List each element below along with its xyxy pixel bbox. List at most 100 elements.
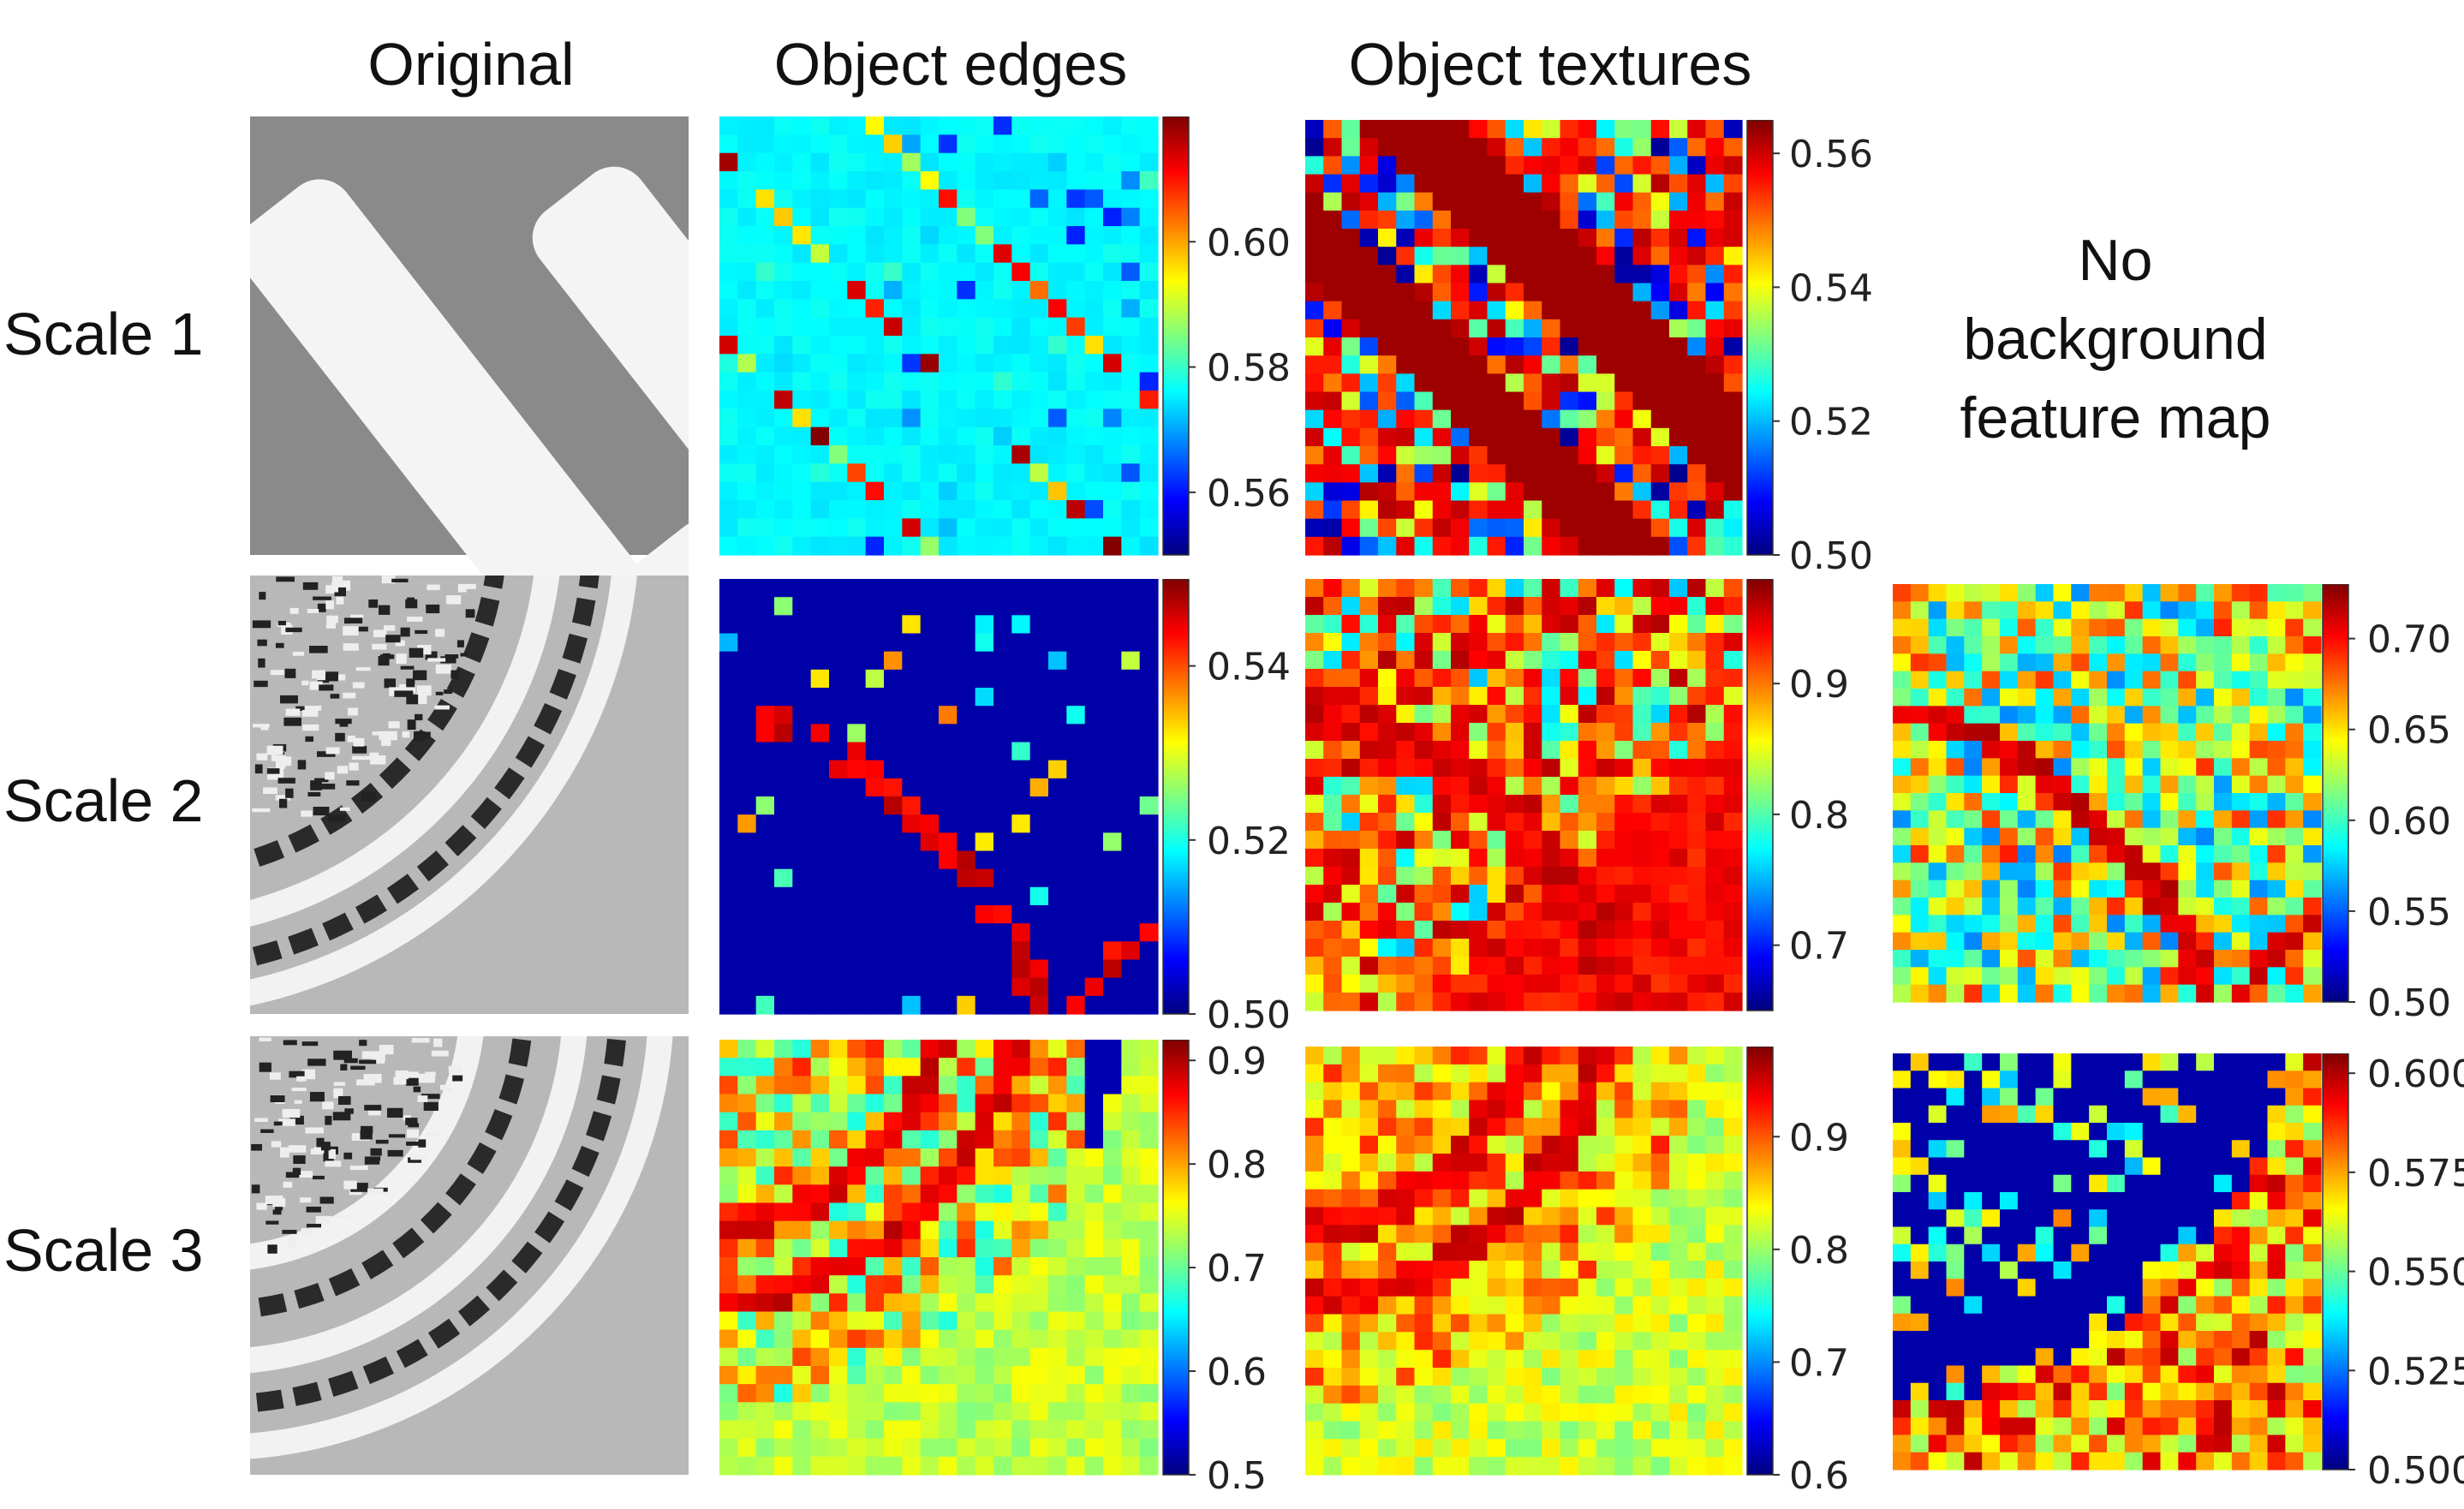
heatmap-cell: [811, 1275, 830, 1294]
heatmap-cell: [1103, 500, 1122, 519]
heatmap-cell: [975, 814, 994, 833]
heatmap-cell: [1469, 229, 1488, 248]
heatmap-cell: [866, 579, 885, 598]
heatmap-cell: [792, 634, 811, 653]
heatmap-cell: [1030, 978, 1049, 997]
heatmap-cell: [1651, 519, 1670, 538]
heatmap-cell: [774, 463, 793, 482]
heatmap-cell: [1342, 1225, 1361, 1243]
heatmap-cell: [2232, 724, 2250, 742]
heatmap-cell: [1560, 1386, 1579, 1404]
heatmap-cell: [1687, 615, 1706, 634]
heatmap-cell: [1121, 263, 1140, 282]
heatmap-cell: [1342, 156, 1361, 175]
heatmap-cell: [939, 724, 958, 743]
heatmap-cell: [1342, 175, 1361, 194]
heatmap-cell: [1415, 392, 1434, 411]
heatmap-cell: [1488, 337, 1506, 356]
heatmap-cell: [792, 724, 811, 743]
heatmap-cell: [2125, 845, 2143, 863]
heatmap-cell: [1378, 1225, 1397, 1243]
heatmap-cell: [1687, 885, 1706, 904]
heatmap-cell: [774, 226, 793, 245]
heatmap-cell: [1911, 671, 1929, 689]
heatmap-cell: [1103, 724, 1122, 743]
no-background-note: No background feature map: [1871, 221, 2360, 457]
heatmap-cell: [1651, 120, 1670, 139]
heatmap-cell: [1121, 1148, 1140, 1167]
heatmap-cell: [1651, 156, 1670, 175]
heatmap-cell: [792, 960, 811, 979]
heatmap-cell: [1030, 537, 1049, 556]
heatmap-cell: [884, 1439, 903, 1458]
heatmap-cell: [1433, 138, 1452, 157]
heatmap-cell: [921, 1348, 940, 1367]
heatmap-cell: [1305, 373, 1324, 392]
heatmap-cell: [1669, 1118, 1688, 1136]
heatmap-cell: [1560, 1083, 1579, 1100]
heatmap-cell: [2089, 724, 2107, 742]
heatmap-cell: [1323, 1047, 1342, 1065]
heatmap-cell: [2000, 1331, 2018, 1349]
heatmap-cell: [975, 500, 994, 519]
colorbar: [1747, 579, 1773, 1011]
heatmap-cell: [2125, 1314, 2143, 1332]
heatmap-cell: [1964, 1435, 1982, 1453]
heatmap-cell: [1524, 1083, 1542, 1100]
heatmap-cell: [829, 1076, 848, 1094]
heatmap-cell: [2250, 601, 2268, 619]
heatmap-cell: [1433, 1083, 1452, 1100]
heatmap-cell: [719, 1221, 738, 1240]
heatmap-cell: [1911, 724, 1929, 742]
heatmap-cell: [1469, 579, 1488, 598]
heatmap-cell: [1506, 1225, 1524, 1243]
heatmap-cell: [1929, 1123, 1947, 1141]
heatmap-cell: [2268, 1400, 2286, 1418]
heatmap-cell: [2268, 1175, 2286, 1193]
heatmap-cell: [1323, 337, 1342, 356]
heatmap-cell: [829, 427, 848, 446]
heatmap-cell: [1323, 1297, 1342, 1315]
heatmap-cell: [1415, 975, 1434, 993]
heatmap-cell: [921, 905, 940, 924]
heatmap-cell: [1433, 1457, 1452, 1475]
heatmap-cell: [1360, 579, 1379, 598]
heatmap-cell: [2214, 1089, 2232, 1106]
heatmap-cell: [975, 923, 994, 942]
heatmap-cell: [1469, 1118, 1488, 1136]
heatmap-cell: [1706, 579, 1725, 598]
heatmap-cell: [1323, 537, 1342, 556]
heatmap-cell: [1451, 1386, 1470, 1404]
heatmap-cell: [1982, 915, 2000, 933]
heatmap-cell: [2036, 793, 2054, 811]
heatmap-cell: [1596, 156, 1615, 175]
heatmap-cell: [1066, 1457, 1085, 1476]
heatmap-cell: [792, 1312, 811, 1331]
heatmap-cell: [756, 427, 775, 446]
heatmap-cell: [957, 299, 975, 318]
heatmap-cell: [1633, 1457, 1652, 1475]
heatmap-cell: [2196, 1400, 2214, 1418]
heatmap-cell: [1323, 120, 1342, 139]
heatmap-cell: [1121, 1293, 1140, 1312]
heatmap-cell: [2232, 1053, 2250, 1071]
heatmap-cell: [2018, 1158, 2036, 1176]
heatmap-cell: [737, 1221, 756, 1240]
heatmap-cell: [902, 1094, 921, 1113]
heatmap-cell: [866, 1275, 885, 1294]
heatmap-cell: [993, 189, 1012, 208]
heatmap-cell: [1085, 706, 1104, 725]
heatmap-cell: [829, 960, 848, 979]
heatmap-cell: [1469, 939, 1488, 957]
heatmap-cell: [1378, 1297, 1397, 1315]
heatmap-cell: [1964, 776, 1982, 794]
heatmap-cell: [2143, 845, 2161, 863]
heatmap-cell: [1085, 500, 1104, 519]
heatmap-cell: [2089, 758, 2107, 776]
heatmap-cell: [829, 743, 848, 761]
heatmap-cell: [1706, 482, 1725, 501]
heatmap-cell: [939, 391, 958, 409]
heatmap-cell: [1614, 1083, 1633, 1100]
heatmap-cell: [1433, 1261, 1452, 1279]
heatmap-cell: [1415, 373, 1434, 392]
